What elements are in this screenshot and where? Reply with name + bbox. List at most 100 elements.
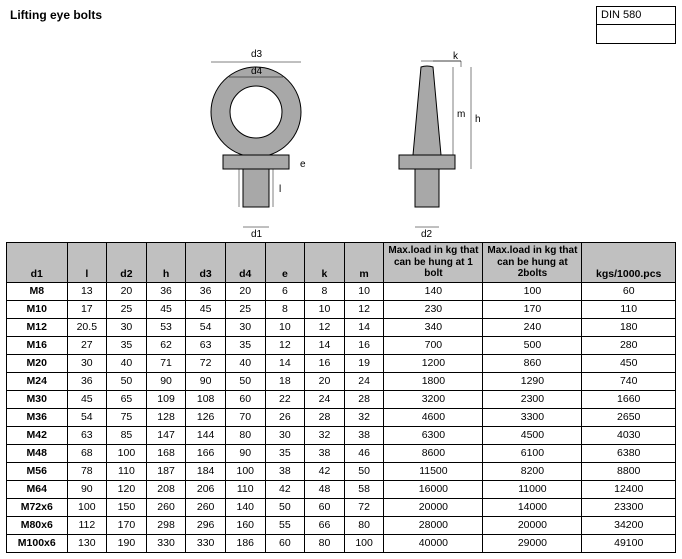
cell-e: 12 (265, 336, 305, 354)
cell-d1: M30 (7, 390, 68, 408)
cell-kgs: 49100 (582, 534, 676, 552)
table-row: M36547512812670262832460033002650 (7, 408, 676, 426)
cell-l: 112 (67, 516, 107, 534)
cell-m: 10 (344, 282, 384, 300)
cell-d3: 63 (186, 336, 226, 354)
cell-b2: 2300 (483, 390, 582, 408)
cell-b1: 28000 (384, 516, 483, 534)
cell-e: 22 (265, 390, 305, 408)
front-view-icon: d3 d4 e l d1 (181, 37, 331, 237)
cell-d2: 120 (107, 480, 147, 498)
cell-d4: 160 (225, 516, 265, 534)
cell-d1: M16 (7, 336, 68, 354)
cell-m: 80 (344, 516, 384, 534)
cell-k: 80 (305, 534, 345, 552)
table-row: M42638514714480303238630045004030 (7, 426, 676, 444)
cell-h: 147 (146, 426, 186, 444)
table-row: M80x611217029829616055668028000200003420… (7, 516, 676, 534)
cell-m: 16 (344, 336, 384, 354)
cell-kgs: 60 (582, 282, 676, 300)
cell-d1: M64 (7, 480, 68, 498)
cell-b2: 1290 (483, 372, 582, 390)
cell-b2: 11000 (483, 480, 582, 498)
cell-h: 62 (146, 336, 186, 354)
side-view-icon: k h m d2 (361, 37, 501, 237)
cell-b2: 500 (483, 336, 582, 354)
cell-b1: 20000 (384, 498, 483, 516)
cell-b1: 700 (384, 336, 483, 354)
cell-m: 28 (344, 390, 384, 408)
cell-m: 19 (344, 354, 384, 372)
cell-k: 10 (305, 300, 345, 318)
cell-k: 48 (305, 480, 345, 498)
cell-kgs: 34200 (582, 516, 676, 534)
cell-h: 109 (146, 390, 186, 408)
cell-e: 38 (265, 462, 305, 480)
cell-b1: 4600 (384, 408, 483, 426)
cell-d1: M80x6 (7, 516, 68, 534)
cell-b2: 8200 (483, 462, 582, 480)
cell-m: 12 (344, 300, 384, 318)
cell-b2: 3300 (483, 408, 582, 426)
cell-kgs: 110 (582, 300, 676, 318)
label-d1: d1 (251, 229, 263, 237)
cell-b1: 140 (384, 282, 483, 300)
cell-h: 45 (146, 300, 186, 318)
cell-d1: M56 (7, 462, 68, 480)
cell-d3: 108 (186, 390, 226, 408)
cell-l: 27 (67, 336, 107, 354)
cell-m: 100 (344, 534, 384, 552)
cell-b2: 100 (483, 282, 582, 300)
cell-d4: 30 (225, 318, 265, 336)
table-row: M72x610015026026014050607220000140002330… (7, 498, 676, 516)
standard-empty (597, 25, 675, 43)
cell-d3: 126 (186, 408, 226, 426)
cell-d3: 260 (186, 498, 226, 516)
cell-d2: 190 (107, 534, 147, 552)
cell-e: 18 (265, 372, 305, 390)
cell-d1: M100x6 (7, 534, 68, 552)
cell-b1: 1800 (384, 372, 483, 390)
cell-l: 20.5 (67, 318, 107, 336)
cell-h: 208 (146, 480, 186, 498)
cell-kgs: 180 (582, 318, 676, 336)
cell-d2: 20 (107, 282, 147, 300)
cell-m: 50 (344, 462, 384, 480)
cell-l: 78 (67, 462, 107, 480)
cell-kgs: 450 (582, 354, 676, 372)
cell-b2: 20000 (483, 516, 582, 534)
standard-label: DIN 580 (597, 7, 675, 25)
cell-d3: 206 (186, 480, 226, 498)
cell-d2: 65 (107, 390, 147, 408)
col-d4: d4 (225, 243, 265, 283)
cell-k: 60 (305, 498, 345, 516)
cell-k: 14 (305, 336, 345, 354)
cell-l: 100 (67, 498, 107, 516)
cell-d3: 166 (186, 444, 226, 462)
col-d3: d3 (186, 243, 226, 283)
cell-k: 12 (305, 318, 345, 336)
cell-d4: 100 (225, 462, 265, 480)
col-k: k (305, 243, 345, 283)
cell-d2: 75 (107, 408, 147, 426)
col-d1: d1 (7, 243, 68, 283)
cell-d4: 80 (225, 426, 265, 444)
cell-d4: 186 (225, 534, 265, 552)
cell-m: 72 (344, 498, 384, 516)
cell-h: 187 (146, 462, 186, 480)
cell-d4: 60 (225, 390, 265, 408)
table-row: M486810016816690353846860061006380 (7, 444, 676, 462)
cell-d1: M36 (7, 408, 68, 426)
col-kgs: kgs/1000.pcs (582, 243, 676, 283)
cell-d4: 35 (225, 336, 265, 354)
cell-h: 53 (146, 318, 186, 336)
cell-d4: 25 (225, 300, 265, 318)
cell-m: 14 (344, 318, 384, 336)
cell-l: 36 (67, 372, 107, 390)
cell-kgs: 8800 (582, 462, 676, 480)
cell-d1: M10 (7, 300, 68, 318)
label-m: m (457, 109, 465, 120)
col-d2: d2 (107, 243, 147, 283)
cell-d3: 36 (186, 282, 226, 300)
cell-k: 42 (305, 462, 345, 480)
